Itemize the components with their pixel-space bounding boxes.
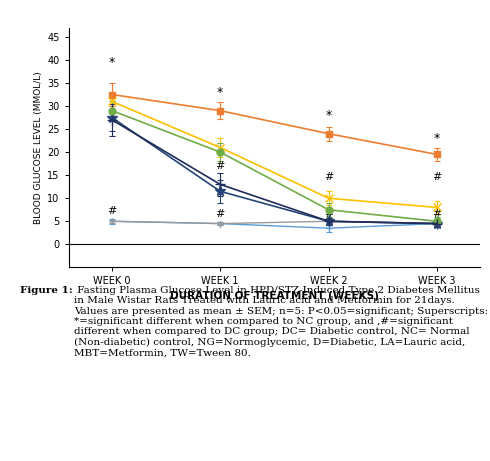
- Text: Figure 1:: Figure 1:: [20, 286, 73, 295]
- Text: #: #: [432, 209, 441, 219]
- Text: *: *: [109, 56, 115, 69]
- X-axis label: DURATION OF TREATMENT (WEEKS): DURATION OF TREATMENT (WEEKS): [170, 290, 379, 301]
- Text: #: #: [432, 172, 441, 182]
- Text: Fasting Plasma Glucose Level in HPD/STZ-Induced Type 2 Diabetes Mellitus in Male: Fasting Plasma Glucose Level in HPD/STZ-…: [74, 286, 488, 357]
- Text: #: #: [324, 209, 333, 219]
- Text: *: *: [434, 132, 440, 145]
- Text: #: #: [324, 172, 333, 182]
- Text: #: #: [216, 209, 225, 219]
- Y-axis label: BLOOD GLUCOSE LEVEL (MMOL/L): BLOOD GLUCOSE LEVEL (MMOL/L): [34, 71, 43, 224]
- Text: #: #: [216, 161, 225, 171]
- Text: #: #: [107, 206, 117, 216]
- Text: *: *: [325, 109, 332, 122]
- Text: *: *: [217, 86, 223, 99]
